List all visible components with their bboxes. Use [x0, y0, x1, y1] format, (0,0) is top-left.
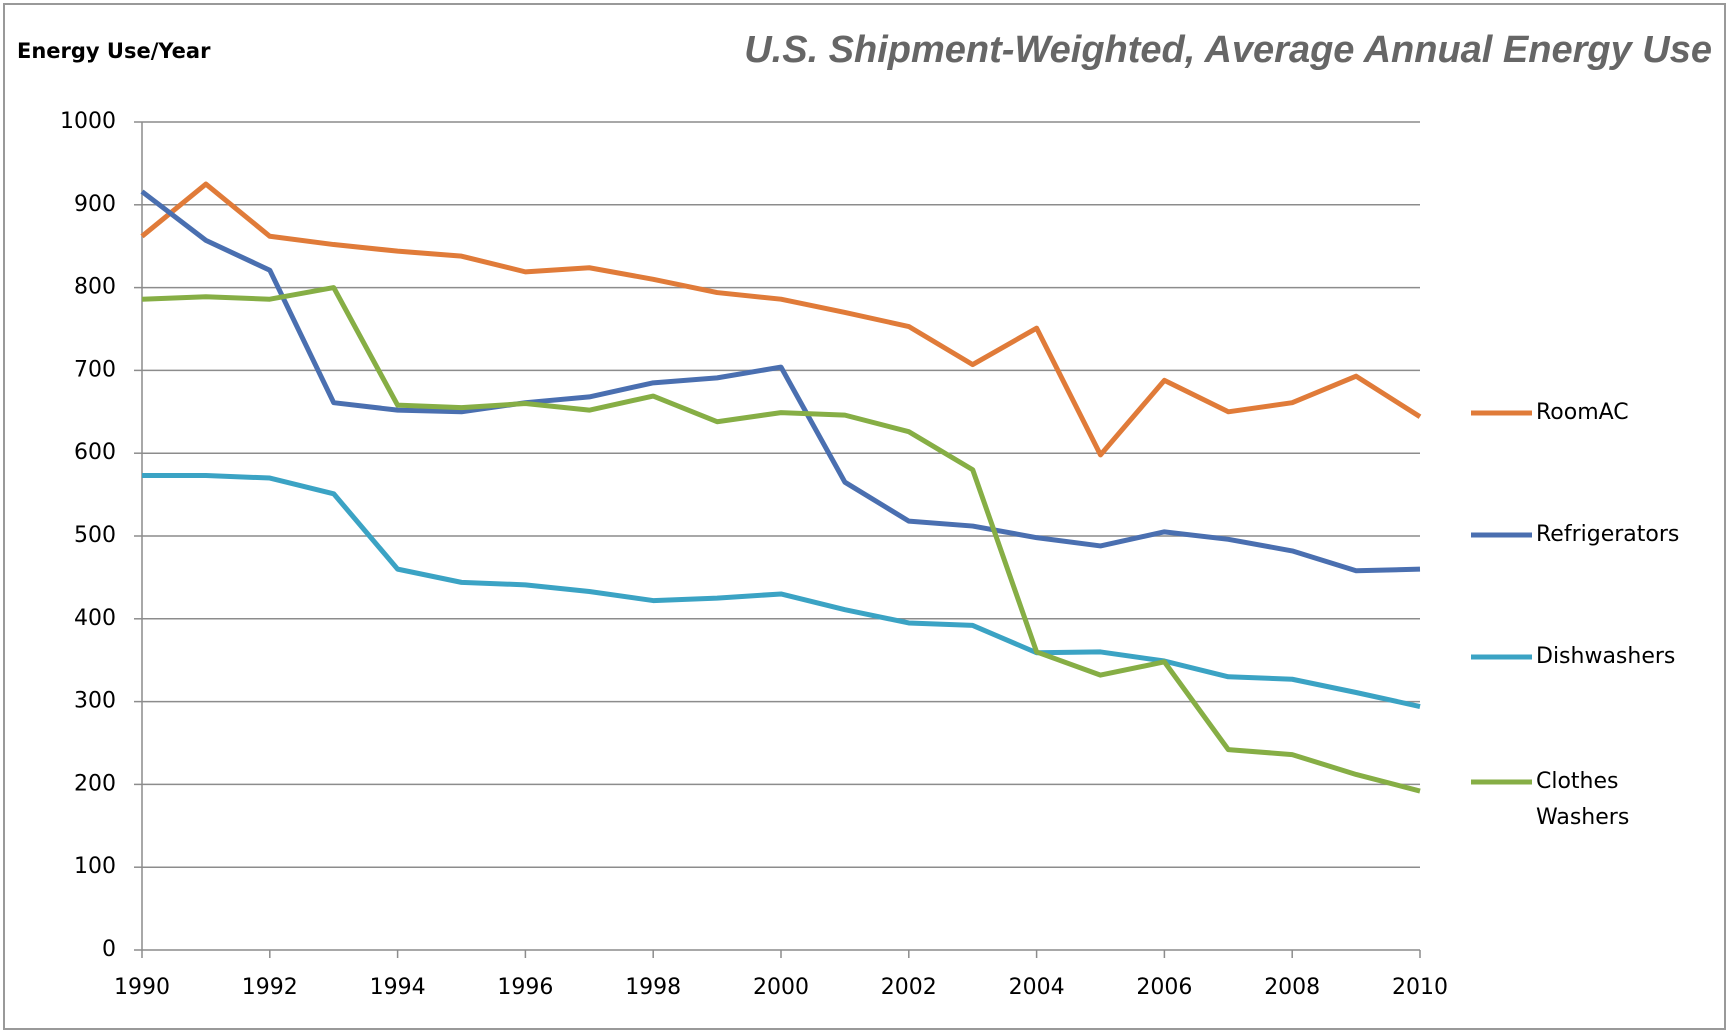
- y-tick-label: 600: [74, 440, 116, 465]
- x-tick-label: 2000: [753, 975, 809, 1000]
- legend-label: RoomAC: [1536, 400, 1629, 425]
- x-tick-label: 1990: [114, 975, 170, 1000]
- y-tick-label: 900: [74, 192, 116, 217]
- x-tick-label: 1996: [497, 975, 553, 1000]
- chart-title: U.S. Shipment-Weighted, Average Annual E…: [744, 29, 1712, 71]
- y-tick-label: 300: [74, 689, 116, 714]
- series-line: [141, 285, 1421, 794]
- x-tick-label: 1994: [370, 975, 426, 1000]
- series-line: [140, 189, 1421, 574]
- x-tick-label: 2008: [1264, 975, 1320, 1000]
- y-tick-label: 0: [102, 937, 116, 962]
- x-tick-label: 1998: [625, 975, 681, 1000]
- legend-label: Clothes Washers: [1536, 769, 1630, 830]
- x-tick-label: 2002: [881, 975, 937, 1000]
- y-tick-label: 1000: [60, 109, 116, 134]
- y-axis-label: Energy Use/Year: [17, 39, 211, 63]
- legend-label: Dishwashers: [1536, 644, 1676, 669]
- y-tick-label: 100: [74, 854, 116, 879]
- y-tick-label: 500: [74, 523, 116, 548]
- series-line: [142, 473, 1421, 710]
- y-tick-label: 800: [74, 275, 116, 300]
- y-tick-label: 400: [74, 606, 116, 631]
- x-tick-label: 2010: [1392, 975, 1448, 1000]
- x-tick-label: 2004: [1009, 975, 1065, 1000]
- y-tick-label: 200: [74, 771, 116, 796]
- x-tick-label: 1992: [242, 975, 298, 1000]
- y-tick-label: 700: [74, 357, 116, 382]
- chart-border: [3, 3, 1726, 1030]
- series-line: [140, 181, 1422, 458]
- legend-label: Refrigerators: [1536, 522, 1680, 547]
- x-tick-label: 2006: [1136, 975, 1192, 1000]
